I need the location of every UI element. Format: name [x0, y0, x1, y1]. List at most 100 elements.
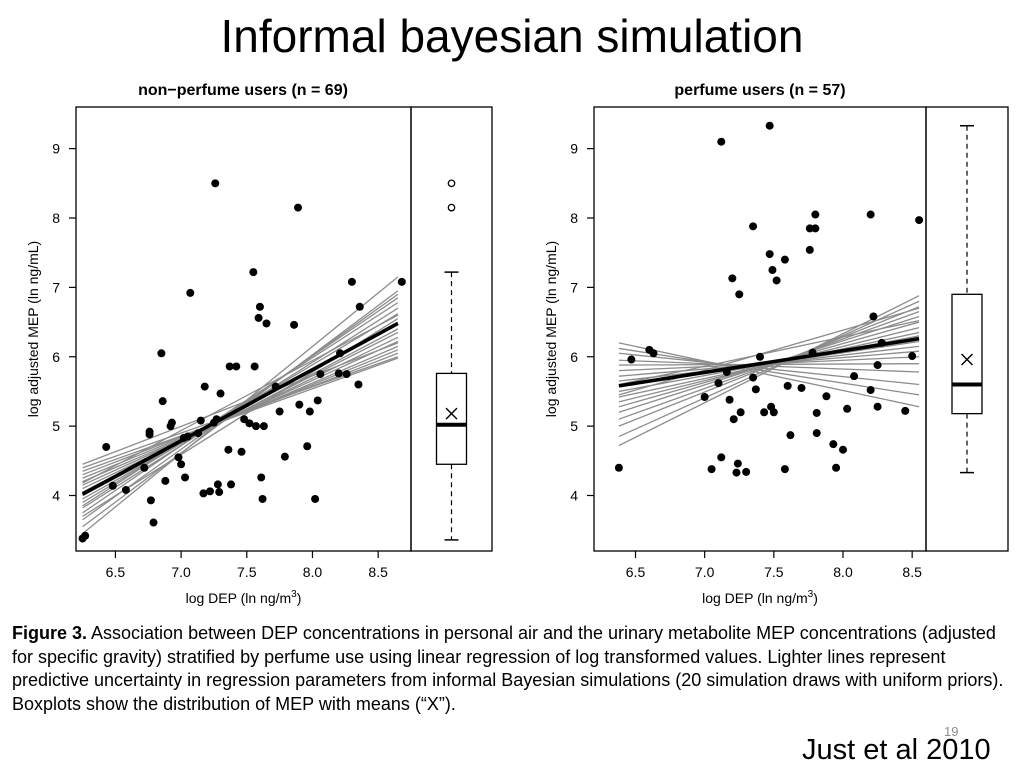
- x-tick-label: 7.5: [764, 564, 784, 580]
- data-point: [877, 338, 886, 347]
- data-point: [145, 430, 154, 439]
- figure: non−perfume users (n = 69) 4 5 6 7 8 9 6.5 7.0 7.…: [25, 82, 1009, 606]
- x-tick-label: 8.5: [368, 564, 388, 580]
- data-point: [194, 429, 203, 438]
- data-point: [811, 210, 820, 219]
- x-tick-label: 8.0: [303, 564, 323, 580]
- boxplot-outlier: [447, 179, 456, 188]
- data-point: [725, 395, 734, 404]
- data-point: [158, 397, 167, 406]
- x-tick-label: 7.5: [237, 564, 257, 580]
- data-point: [316, 370, 325, 379]
- figure-caption: Figure 3. Association between DEP concen…: [12, 622, 1012, 716]
- simulation-line: [618, 320, 920, 386]
- x-tick-label: 7.0: [695, 564, 715, 580]
- data-point: [783, 381, 792, 390]
- simulation-line: [618, 307, 920, 396]
- data-point: [866, 386, 875, 395]
- data-point: [305, 407, 314, 416]
- data-point: [199, 489, 208, 498]
- data-point: [295, 400, 304, 409]
- fit-line: [81, 321, 399, 496]
- x-axis-label-end: ): [813, 590, 818, 606]
- data-point: [722, 368, 731, 377]
- y-axis-label: log adjusted MEP (ln ng/mL): [543, 241, 559, 417]
- y-tick-label: 9: [570, 141, 578, 157]
- data-point: [245, 419, 254, 428]
- data-point: [397, 277, 406, 286]
- data-point: [866, 210, 875, 219]
- data-point: [756, 352, 764, 361]
- boxplot-box: [951, 293, 983, 415]
- data-point: [108, 481, 117, 490]
- data-point: [303, 442, 312, 451]
- data-point: [174, 453, 183, 462]
- data-point: [829, 440, 838, 449]
- data-point: [232, 362, 241, 371]
- data-point: [780, 465, 789, 474]
- x-axis-label-end: ): [297, 590, 302, 606]
- data-point: [354, 380, 363, 389]
- data-point: [915, 216, 924, 225]
- data-point: [749, 373, 758, 382]
- data-point: [780, 255, 789, 264]
- simulation-line: [618, 342, 920, 408]
- data-point: [215, 488, 224, 497]
- data-point: [797, 383, 806, 392]
- x-axis-label-main: log DEP (ln ng/m: [186, 590, 292, 606]
- data-point: [769, 408, 778, 417]
- data-point: [258, 494, 267, 503]
- data-point: [736, 408, 745, 417]
- data-point: [167, 418, 176, 427]
- data-point: [812, 429, 821, 438]
- x-axis-label-sup: 3: [291, 589, 297, 600]
- boxplot-box: [435, 372, 468, 465]
- data-point: [627, 355, 636, 364]
- x-axis-label-main: log DEP (ln ng/m: [702, 590, 808, 606]
- data-point: [649, 349, 658, 358]
- data-point: [249, 268, 258, 277]
- data-point: [765, 250, 774, 259]
- boxplot-outlier: [447, 203, 456, 212]
- data-point: [614, 463, 623, 472]
- data-point: [805, 224, 814, 233]
- data-point: [313, 396, 322, 405]
- data-point: [294, 203, 303, 212]
- boxplot-frame: [410, 106, 493, 552]
- data-point: [280, 452, 289, 461]
- x-axis-label: log DEP (ln ng/m3): [702, 589, 818, 606]
- caption-text: Association between DEP concentrations i…: [12, 623, 1004, 714]
- data-point: [336, 349, 345, 358]
- data-point: [146, 496, 155, 505]
- x-axis-label-sup: 3: [808, 589, 814, 600]
- data-point: [311, 494, 320, 503]
- y-tick-label: 5: [570, 418, 578, 434]
- data-point: [257, 473, 266, 482]
- data-point: [843, 404, 852, 413]
- data-point: [254, 313, 263, 322]
- data-point: [908, 352, 917, 361]
- data-point: [237, 447, 246, 456]
- x-tick-label: 8.0: [833, 564, 853, 580]
- chart-panel-2: perfume users (n = 57) 4 5 6 7 8 9 6.5 7.0 7.5 8.0…: [543, 82, 1009, 606]
- regression-lines: [618, 295, 920, 447]
- chart-panel-1: non−perfume users (n = 69) 4 5 6 7 8 9 6.5 7.0 7.…: [25, 82, 493, 606]
- data-point: [873, 361, 882, 370]
- simulation-line: [82, 352, 399, 476]
- data-point: [161, 476, 170, 485]
- data-point: [224, 445, 233, 454]
- data-point: [212, 415, 221, 424]
- y-tick-label: 9: [52, 141, 60, 157]
- data-point: [347, 277, 356, 286]
- plot-frame: [593, 106, 927, 552]
- simulation-line: [618, 363, 920, 366]
- x-tick-label: 6.5: [106, 564, 126, 580]
- data-point: [157, 349, 166, 358]
- simulation-line: [618, 359, 920, 373]
- data-point: [250, 362, 259, 371]
- simulation-line: [82, 302, 399, 507]
- slide-title: Informal bayesian simulation: [220, 10, 804, 62]
- data-point: [839, 445, 847, 454]
- data-point: [355, 302, 364, 311]
- data-point: [850, 372, 859, 381]
